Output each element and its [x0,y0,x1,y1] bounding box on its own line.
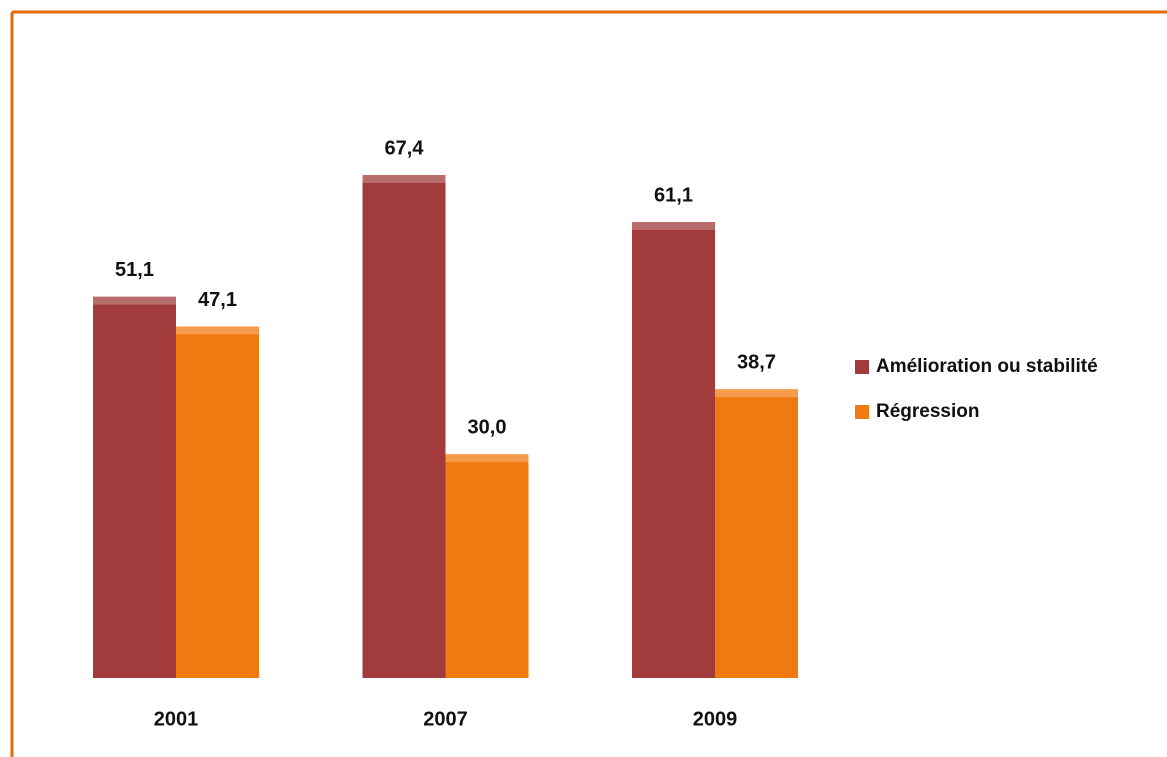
legend-label: Amélioration ou stabilité [876,356,1098,377]
legend-swatch [855,405,869,419]
x-tick-label: 2007 [423,708,468,730]
value-label: 38,7 [737,351,776,373]
bar-bevel [176,326,259,335]
bar [93,296,176,678]
value-label: 47,1 [198,289,237,311]
bar-bevel [93,296,176,305]
bar-bevel [632,222,715,231]
legend-swatch [855,360,869,374]
bar-bevel [715,389,798,398]
value-label: 67,4 [385,137,425,159]
bar-bevel [362,175,446,183]
bar [445,454,529,678]
bar [176,326,259,678]
bar [632,222,715,678]
x-tick-label: 2001 [154,708,199,730]
value-label: 30,0 [468,416,507,438]
bar [715,389,798,678]
bar-bevel [445,454,529,463]
bar [362,175,446,678]
x-tick-label: 2009 [693,708,738,730]
legend-label: Régression [876,401,979,422]
value-label: 51,1 [115,259,154,281]
value-label: 61,1 [654,184,693,206]
